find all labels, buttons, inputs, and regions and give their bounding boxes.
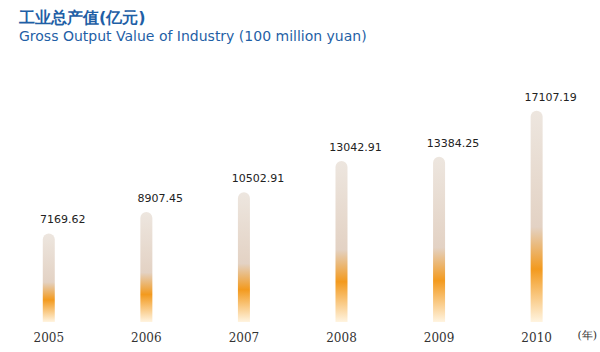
svg-text:10502.91: 10502.91 (232, 172, 285, 185)
svg-text:2006: 2006 (131, 331, 162, 345)
svg-text:2008: 2008 (326, 331, 357, 345)
svg-text:Gross Output Value of Industry: Gross Output Value of Industry (100 mill… (19, 28, 367, 44)
svg-text:8907.45: 8907.45 (138, 192, 184, 205)
svg-text:17107.19: 17107.19 (524, 91, 577, 104)
svg-text:2010: 2010 (521, 331, 552, 345)
svg-text:2005: 2005 (34, 331, 65, 345)
svg-text:工业总产值(亿元): 工业总产值(亿元) (18, 8, 146, 27)
svg-text:7169.62: 7169.62 (40, 213, 86, 226)
svg-text:13384.25: 13384.25 (427, 137, 480, 150)
svg-text:2007: 2007 (229, 331, 260, 345)
svg-text:13042.91: 13042.91 (329, 141, 382, 154)
svg-text:(年): (年) (577, 329, 597, 342)
svg-text:2009: 2009 (424, 331, 455, 345)
